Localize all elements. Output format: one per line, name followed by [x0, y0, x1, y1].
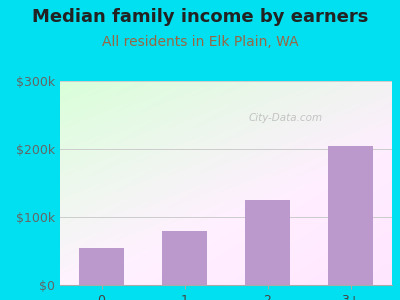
- Text: All residents in Elk Plain, WA: All residents in Elk Plain, WA: [102, 34, 298, 49]
- Text: Median family income by earners: Median family income by earners: [32, 8, 368, 26]
- Text: City-Data.com: City-Data.com: [249, 113, 323, 123]
- Bar: [79, 248, 124, 285]
- Bar: [162, 231, 207, 285]
- Bar: [245, 200, 290, 285]
- Bar: [328, 146, 373, 285]
